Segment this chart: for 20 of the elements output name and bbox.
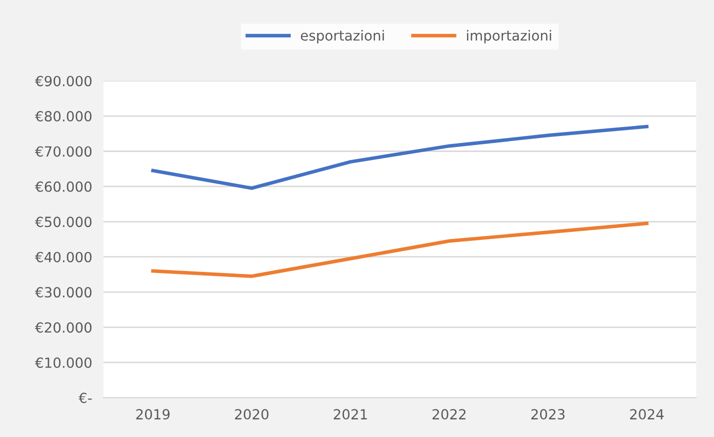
y-tick-label: €70.000 [34,146,92,157]
y-tick-label: €90.000 [34,76,92,86]
x-tick-label: 2022 [432,409,466,420]
x-tick-label: 2023 [531,409,565,420]
y-tick-label: €60.000 [34,181,92,192]
x-tick-label: 2020 [235,409,268,420]
y-tick-label: €30.000 [34,287,92,298]
y-tick-label: €20.000 [34,322,92,333]
y-tick-label: €- [78,392,92,404]
x-tick-label: 2024 [630,409,664,420]
line-series [151,124,648,190]
y-tick-label: €80.000 [34,111,92,122]
legend-label: importazioni [467,30,552,44]
y-tick-label: €40.000 [34,252,92,262]
y-tick-label: €10.000 [34,357,92,368]
x-tick-label: 2021 [334,409,367,420]
legend-label: esportazioni [300,30,384,44]
x-tick-label: 2019 [136,409,170,420]
y-tick-label: €50.000 [34,216,92,228]
line-series [151,222,648,278]
